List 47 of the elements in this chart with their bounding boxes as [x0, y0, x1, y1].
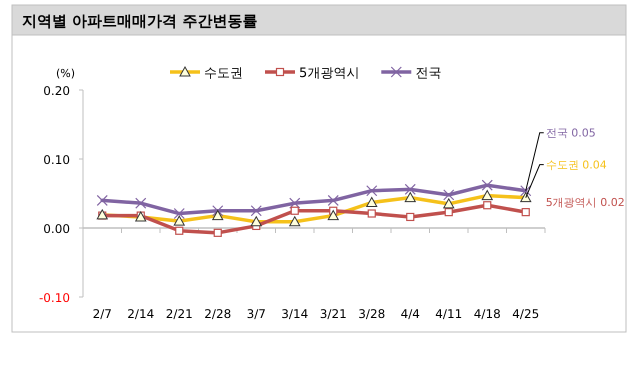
- point: [290, 206, 299, 215]
- point: [366, 185, 378, 196]
- x-tick-label: 4/11: [435, 307, 462, 321]
- chart-title: 지역별 아파트매매가격 주간변동률: [22, 12, 258, 30]
- x-tick-label: 4/18: [474, 307, 501, 321]
- y-tick-label: 0.00: [43, 222, 70, 236]
- x-tick-label: 2/14: [127, 307, 154, 321]
- legend-전국: 전국: [381, 66, 442, 81]
- x-tick-label: 4/4: [400, 307, 420, 321]
- point: [522, 208, 530, 216]
- legend-label: 전국: [415, 66, 442, 81]
- point: [212, 205, 224, 216]
- y-tick-label: -0.10: [38, 291, 70, 305]
- x-tick-label: 2/21: [166, 307, 193, 321]
- x-tick-label: 3/28: [358, 307, 386, 321]
- point: [483, 201, 492, 210]
- y-tick-label: 0.10: [43, 153, 70, 167]
- point: [175, 226, 184, 235]
- x-tick-label: 3/21: [320, 307, 347, 321]
- annotation: 수도권 0.04: [525, 158, 607, 198]
- point: [289, 198, 300, 209]
- legend-label: 수도권: [204, 66, 243, 81]
- legend-수도권: 수도권: [170, 66, 243, 81]
- x-tick-label: 3/7: [246, 307, 266, 321]
- point: [174, 208, 185, 220]
- point: [443, 189, 454, 200]
- point: [520, 185, 532, 196]
- point: [444, 208, 453, 216]
- point: [404, 184, 416, 195]
- annotation: 전국 0.05: [546, 126, 596, 140]
- x-tick-label: 4/25: [512, 307, 540, 321]
- y-tick-label: 0.20: [43, 84, 70, 98]
- point: [96, 194, 108, 206]
- point: [368, 209, 376, 218]
- annotation: 수도권 0.04: [546, 158, 607, 172]
- x-tick-label: 2/28: [204, 307, 232, 321]
- annotation: 5개광역시 0.02: [546, 196, 625, 210]
- legend-label: 5개광역시: [299, 66, 360, 81]
- point: [406, 212, 414, 222]
- x-tick-label: 2/7: [92, 307, 112, 321]
- point: [328, 194, 339, 206]
- x-tick-label: 3/14: [281, 307, 308, 321]
- point: [250, 205, 262, 216]
- point: [214, 228, 222, 237]
- point: [135, 198, 146, 209]
- point: [482, 180, 493, 191]
- y-axis-title: (%): [56, 67, 76, 80]
